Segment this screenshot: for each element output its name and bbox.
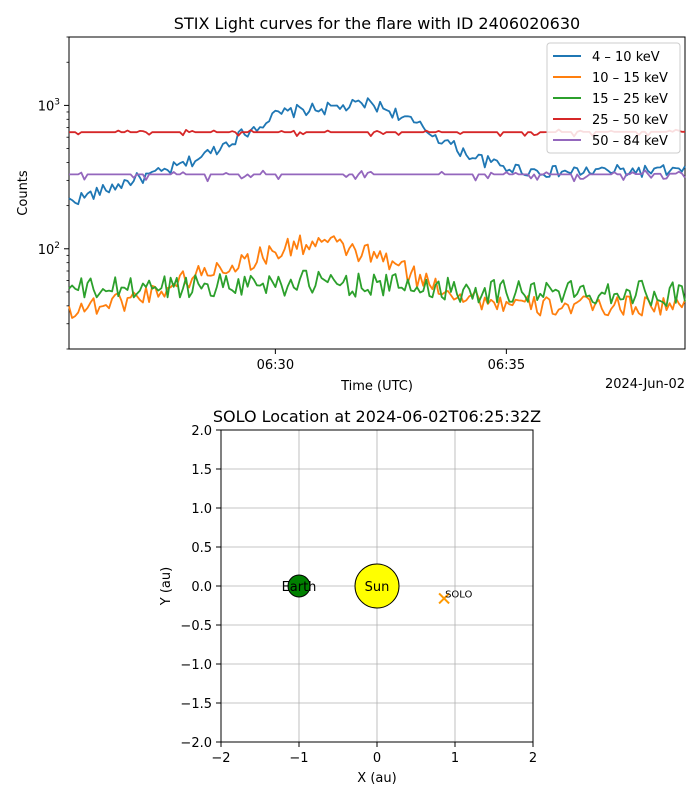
x-tick-label: −1 xyxy=(289,751,308,766)
y-tick-label: −2.0 xyxy=(180,736,212,751)
series-line xyxy=(69,169,686,183)
solo-ticks: −2 −1 0 1 2 2.0 1.5 1.0 0.5 0.0 −0.5 −1.0 −1.5 −2.0 xyxy=(180,424,537,766)
y-tick-label: −1.0 xyxy=(180,658,212,673)
y-tick-label: −1.5 xyxy=(180,697,212,712)
light-curve-title: STIX Light curves for the flare with ID … xyxy=(174,14,580,33)
y-tick-label: 0.5 xyxy=(191,541,212,556)
solo-ylabel: Y (au) xyxy=(159,567,174,606)
earth-label: Earth xyxy=(282,580,317,595)
legend-label: 50 – 84 keV xyxy=(592,134,668,149)
legend-label: 15 – 25 keV xyxy=(592,92,668,107)
sun-label: Sun xyxy=(365,580,390,595)
legend-label: 4 – 10 keV xyxy=(592,50,660,65)
light-curve-date-label: 2024-Jun-02 xyxy=(605,377,685,392)
light-curve-xlabel: Time (UTC) xyxy=(340,379,413,394)
light-curve-legend: 4 – 10 keV 10 – 15 keV 15 – 25 keV 25 – 50 … xyxy=(546,42,681,154)
series-line xyxy=(68,234,686,319)
x-tick-label: 1 xyxy=(451,751,459,766)
solo-location-chart: SOLO Location at 2024-06-02T06:25:32Z Su… xyxy=(159,407,541,786)
x-tick-label: 06:35 xyxy=(488,358,525,373)
solo-xlabel: X (au) xyxy=(357,771,396,786)
y-tick-label: 102 xyxy=(38,241,60,258)
solo-label: SOLO xyxy=(445,589,472,600)
x-tick-label: 06:30 xyxy=(257,358,294,373)
x-tick-label: −2 xyxy=(211,751,230,766)
light-curve-ticks: 06:30 06:35 102 103 xyxy=(38,36,525,373)
y-tick-label: 0.0 xyxy=(191,580,212,595)
x-tick-label: 0 xyxy=(373,751,381,766)
y-tick-label: 1.0 xyxy=(191,502,212,517)
series-line xyxy=(68,97,686,206)
legend-label: 25 – 50 keV xyxy=(592,113,668,128)
light-curve-ylabel: Counts xyxy=(16,170,31,216)
y-tick-label: −0.5 xyxy=(180,619,212,634)
light-curve-chart: STIX Light curves for the flare with ID … xyxy=(16,14,686,394)
solo-location-title: SOLO Location at 2024-06-02T06:25:32Z xyxy=(213,407,541,426)
legend-label: 10 – 15 keV xyxy=(592,71,668,86)
y-tick-label: 2.0 xyxy=(191,424,212,439)
solo-points: Sun Earth SOLO xyxy=(282,563,473,609)
solo-marker xyxy=(438,592,450,605)
sun-marker xyxy=(354,563,400,609)
x-tick-label: 2 xyxy=(529,751,537,766)
y-tick-label: 1.5 xyxy=(191,463,212,478)
series-line xyxy=(68,269,686,307)
earth-marker xyxy=(287,574,311,598)
y-tick-label: 103 xyxy=(38,97,60,114)
legend-box xyxy=(546,42,681,154)
